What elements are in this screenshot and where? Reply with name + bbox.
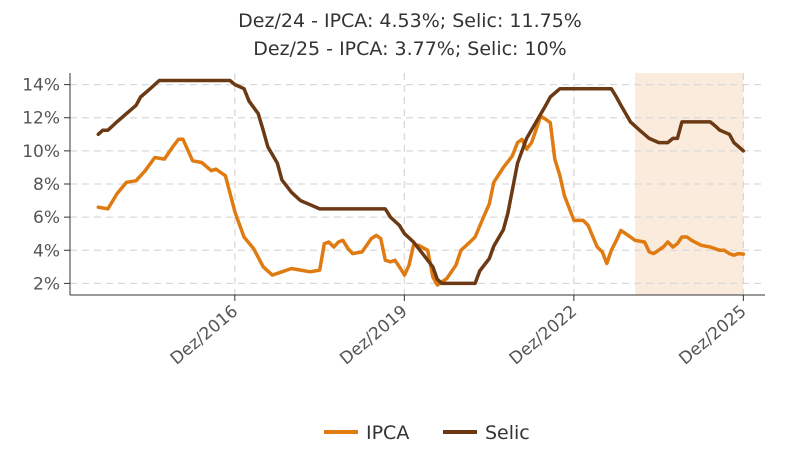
legend-label-ipca: IPCA <box>366 422 409 444</box>
series-line-ipca <box>96 114 746 287</box>
chart-legend: IPCA Selic <box>324 422 530 444</box>
y-tick-label: 6% <box>33 208 60 228</box>
plot-area: 2% 4% 6% 8% 10% 12% 14% Dez/2016 Dez/2019 Dez/202… <box>22 73 765 369</box>
y-tick-label: 8% <box>33 175 60 195</box>
x-tick-label: Dez/2022 <box>506 302 581 370</box>
y-tick-label: 2% <box>33 274 60 294</box>
y-tick-label: 12% <box>22 109 60 129</box>
y-tick-label: 4% <box>33 241 60 261</box>
x-tick-label: Dez/2016 <box>167 302 242 370</box>
series-line-selic <box>96 78 746 286</box>
legend-label-selic: Selic <box>485 422 530 444</box>
chart-subtitle-line-2: Dez/25 - IPCA: 3.77%; Selic: 10% <box>253 38 566 60</box>
forecast-highlight-band <box>635 73 744 295</box>
y-tick-label: 10% <box>22 142 60 162</box>
x-tick-label: Dez/2025 <box>675 302 750 370</box>
y-tick-label: 14% <box>22 76 60 96</box>
chart-subtitle-line-1: Dez/24 - IPCA: 4.53%; Selic: 11.75% <box>238 10 582 32</box>
x-tick-label: Dez/2019 <box>336 302 411 370</box>
